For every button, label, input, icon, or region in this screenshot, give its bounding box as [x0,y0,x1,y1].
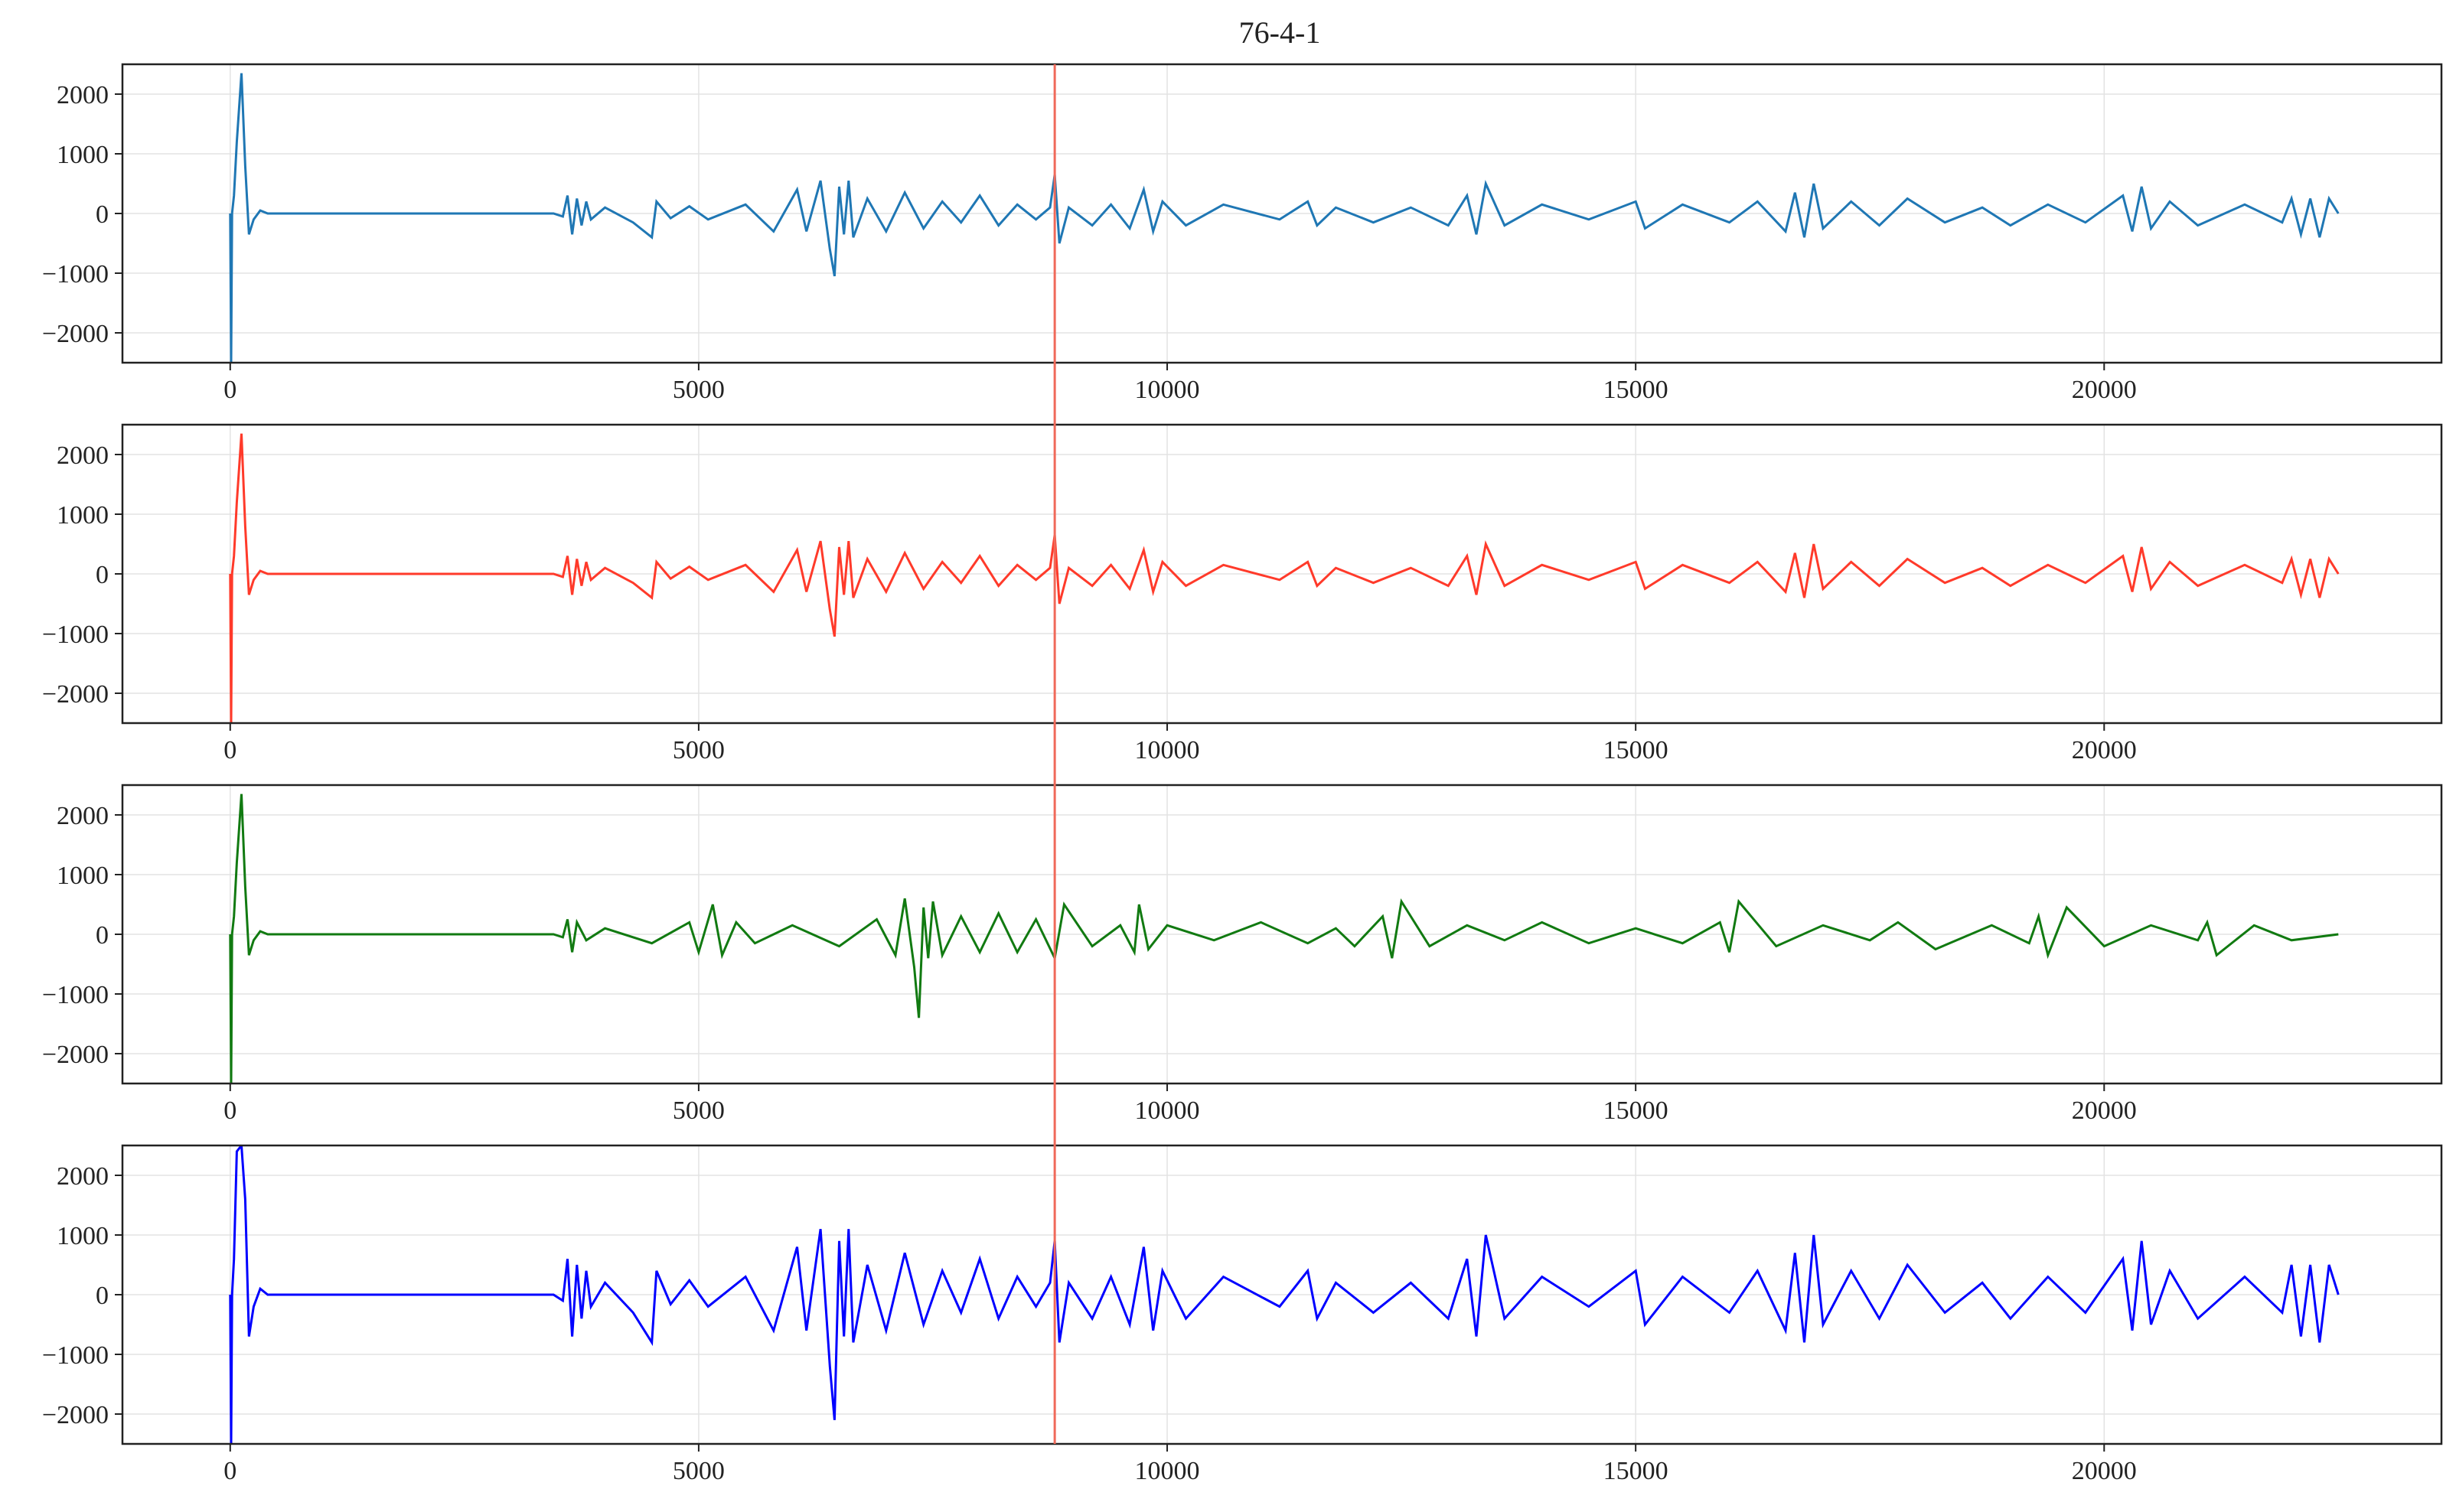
series-line-3 [229,793,2339,1083]
y-tick-label: 0 [96,921,109,950]
x-tick-label: 5000 [673,376,725,404]
y-tick-label: −2000 [42,680,109,709]
x-tick-label: 20000 [2072,1457,2137,1485]
y-tick-label: 0 [96,200,109,229]
y-tick-labels-4: 2000 1000 0 −1000 −2000 [42,1162,122,1429]
grid-1 [122,64,2441,363]
axes-frame-3 [121,784,2443,1085]
x-tick-label: 5000 [673,736,725,764]
y-tick-label: −1000 [42,981,109,1009]
y-tick-label: −2000 [42,320,109,348]
axes-frame-1 [121,63,2443,364]
series-line-4 [229,1145,2340,1444]
y-tick-label: 1000 [57,862,109,890]
axes-frame-2 [121,423,2443,725]
y-tick-label: −1000 [42,260,109,288]
x-tick-labels-3: 0 5000 10000 15000 20000 [223,1083,2137,1125]
y-tick-labels-2: 2000 1000 0 −1000 −2000 [42,442,122,709]
y-tick-label: −1000 [42,1341,109,1370]
x-tick-label: 5000 [673,1457,725,1485]
x-tick-label: 10000 [1135,1097,1200,1125]
y-tick-label: 2000 [57,81,109,109]
x-tick-label: 0 [223,736,236,764]
y-tick-label: 1000 [57,1222,109,1250]
x-tick-label: 10000 [1135,1457,1200,1485]
x-tick-label: 10000 [1135,376,1200,404]
y-tick-label: −1000 [42,621,109,649]
x-tick-label: 0 [223,376,236,404]
x-tick-label: 20000 [2072,1097,2137,1125]
x-tick-labels-1: 0 5000 10000 15000 20000 [223,363,2137,404]
y-tick-label: −2000 [42,1041,109,1069]
series-line-1 [229,73,2340,363]
y-tick-label: 2000 [57,1162,109,1191]
y-tick-label: 0 [96,561,109,589]
x-tick-labels-4: 0 5000 10000 15000 20000 [223,1444,2137,1485]
x-tick-label: 20000 [2072,376,2137,404]
x-tick-label: 15000 [1603,376,1668,404]
x-tick-label: 15000 [1603,1097,1668,1125]
y-tick-label: 2000 [57,442,109,470]
y-tick-label: 1000 [57,501,109,530]
y-tick-labels-1: 2000 1000 0 −1000 −2000 [42,81,122,348]
y-tick-label: −2000 [42,1401,109,1429]
x-tick-label: 15000 [1603,1457,1668,1485]
y-tick-label: 0 [96,1282,109,1310]
series-line-2 [229,433,2340,723]
x-tick-label: 10000 [1135,736,1200,764]
x-tick-label: 0 [223,1457,236,1485]
axes-frame-4 [121,1144,2443,1445]
x-tick-label: 20000 [2072,736,2137,764]
x-tick-label: 15000 [1603,736,1668,764]
x-tick-labels-2: 0 5000 10000 15000 20000 [223,723,2137,764]
x-tick-label: 5000 [673,1097,725,1125]
y-tick-label: 2000 [57,802,109,830]
y-tick-labels-3: 2000 1000 0 −1000 −2000 [42,802,122,1069]
y-tick-label: 1000 [57,141,109,169]
x-tick-label: 0 [223,1097,236,1125]
chart-title: 76-4-1 [1239,15,1321,50]
